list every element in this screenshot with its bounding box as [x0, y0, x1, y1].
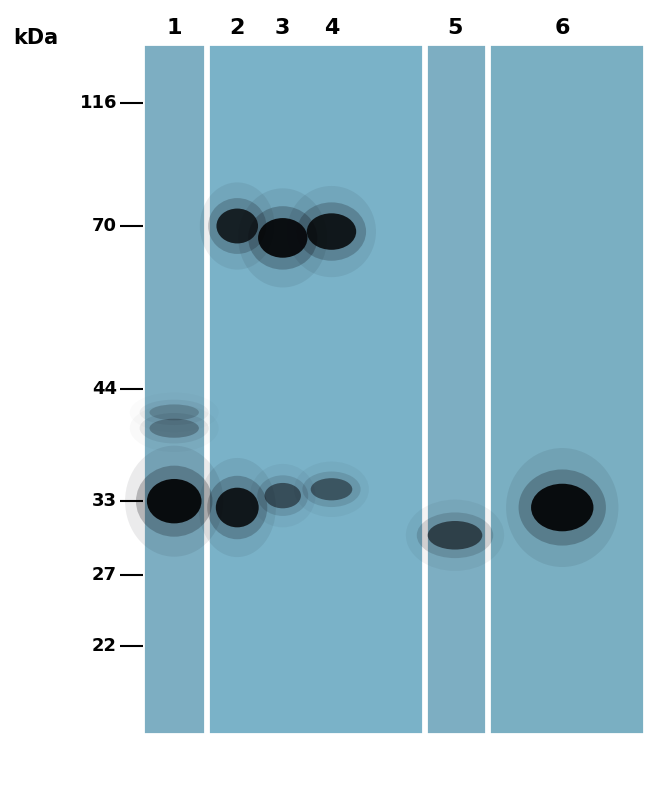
Bar	[208, 44, 422, 734]
Text: 3: 3	[275, 17, 291, 38]
Text: 6: 6	[554, 17, 570, 38]
Text: 33: 33	[92, 492, 117, 510]
Ellipse shape	[258, 218, 307, 258]
Bar	[489, 44, 644, 734]
Ellipse shape	[531, 484, 593, 531]
Text: 5: 5	[447, 17, 463, 38]
Text: 22: 22	[92, 638, 117, 655]
Ellipse shape	[147, 479, 202, 523]
Ellipse shape	[257, 475, 308, 516]
Bar	[422, 44, 426, 734]
Ellipse shape	[150, 404, 199, 420]
Ellipse shape	[506, 448, 618, 567]
Ellipse shape	[417, 512, 493, 558]
Bar	[205, 44, 208, 734]
Text: 44: 44	[92, 380, 117, 397]
Ellipse shape	[265, 483, 301, 508]
Ellipse shape	[287, 186, 376, 278]
Ellipse shape	[150, 419, 199, 438]
Text: 1: 1	[166, 17, 182, 38]
Ellipse shape	[302, 472, 361, 507]
Text: 2: 2	[229, 17, 245, 38]
Text: 4: 4	[324, 17, 339, 38]
Ellipse shape	[199, 458, 276, 557]
Ellipse shape	[428, 521, 482, 550]
Ellipse shape	[519, 469, 606, 546]
Ellipse shape	[207, 476, 267, 539]
Ellipse shape	[125, 446, 224, 557]
Ellipse shape	[136, 465, 213, 537]
Ellipse shape	[200, 182, 275, 270]
Bar	[486, 44, 489, 734]
Text: 116: 116	[79, 94, 117, 112]
Text: 70: 70	[92, 217, 117, 235]
Bar	[426, 44, 486, 734]
Ellipse shape	[216, 488, 259, 527]
Ellipse shape	[140, 413, 209, 443]
Ellipse shape	[297, 202, 366, 261]
Ellipse shape	[248, 206, 317, 270]
Ellipse shape	[216, 209, 258, 243]
Ellipse shape	[208, 198, 266, 254]
Text: kDa: kDa	[13, 28, 58, 48]
Text: 27: 27	[92, 566, 117, 584]
Ellipse shape	[140, 400, 209, 425]
Ellipse shape	[311, 478, 352, 500]
Bar	[143, 44, 205, 734]
Ellipse shape	[239, 189, 327, 288]
Ellipse shape	[307, 213, 356, 250]
